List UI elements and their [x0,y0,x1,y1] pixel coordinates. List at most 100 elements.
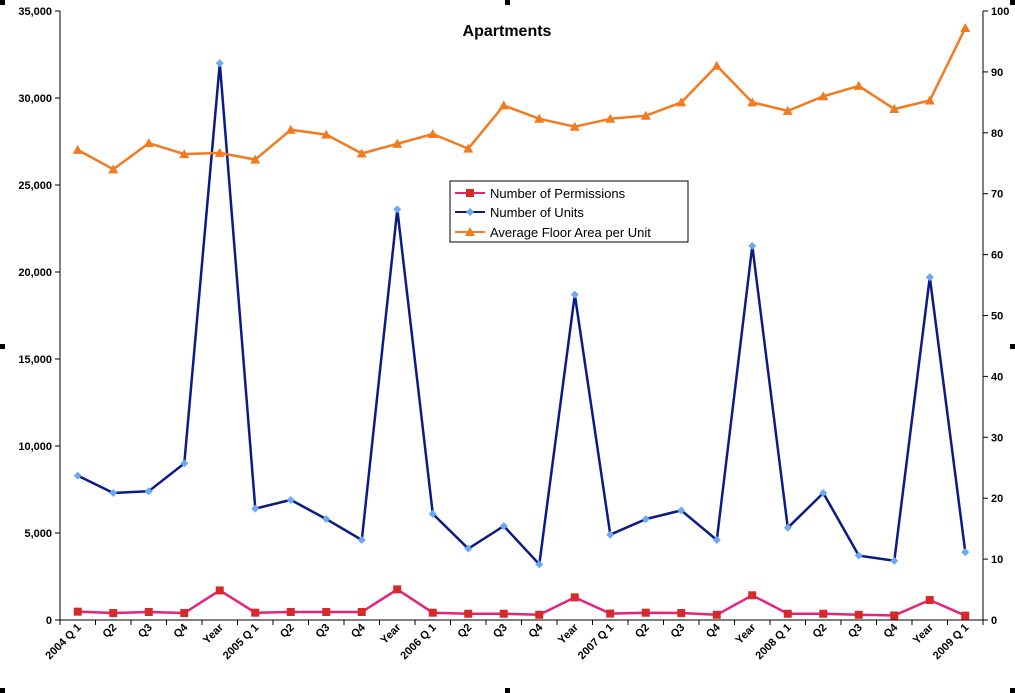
data-point-units [180,459,189,468]
data-point-permissions [570,593,579,602]
data-point-permissions [357,607,366,616]
data-point-units [73,471,82,480]
data-point-units [499,522,508,531]
x-tick-label: Q3 [136,622,155,641]
left-axis-ticks: 0 5,000 10,000 15,000 20,000 25,000 30,000 35,0… [18,6,60,627]
data-point-units [215,59,224,68]
data-point-units [712,535,721,544]
selection-handle-bottom-left[interactable] [0,688,5,693]
data-point-units [357,535,366,544]
x-tick-label: 2009 Q 1 [931,622,971,662]
x-tick-label: Q4 [527,621,546,640]
data-point-floor-area [924,95,935,105]
data-point-units [322,515,331,524]
data-point-floor-area [818,91,829,101]
data-point-permissions [215,586,224,595]
data-point-units [925,273,934,282]
x-tick-label: Q2 [101,622,120,641]
data-point-permissions [890,611,899,620]
x-tick-label: 2007 Q 1 [576,622,616,662]
selection-handle-top-right[interactable] [1010,0,1015,5]
data-point-floor-area [356,148,367,158]
legend-marker-floor-area [465,227,475,236]
right-tick-label: 80 [991,128,1003,140]
left-tick-label: 20,000 [18,267,52,279]
data-point-floor-area [640,110,651,120]
data-point-floor-area [427,129,438,139]
data-point-units [890,556,899,565]
x-tick-label: Q3 [846,622,865,641]
data-point-permissions [925,595,934,604]
data-point-permissions [748,591,757,600]
data-point-floor-area [534,113,545,123]
data-point-units [144,487,153,496]
right-tick-label: 0 [991,615,997,627]
data-point-units [748,241,757,250]
data-point-permissions [428,608,437,617]
data-point-permissions [180,609,189,618]
left-tick-label: 0 [46,615,52,627]
right-tick-label: 90 [991,67,1003,79]
data-point-floor-area [782,105,793,115]
legend-entry-floor-area: Average Floor Area per Unit [455,225,651,240]
x-tick-label: 2006 Q 1 [398,622,438,662]
data-point-floor-area [853,80,864,90]
data-point-floor-area [108,164,119,174]
x-tick-label: Year [556,621,581,646]
selection-handle-middle-left[interactable] [0,344,5,349]
data-point-floor-area [889,104,900,114]
data-point-floor-area [392,138,403,148]
data-point-permissions [499,609,508,618]
data-point-floor-area [498,100,509,110]
x-tick-label: Year [201,621,226,646]
x-tick-label: 2005 Q 1 [221,622,261,662]
x-tick-label: Q4 [882,621,901,640]
x-tick-label: Q3 [491,622,510,641]
x-tick-label: Q2 [811,622,830,641]
left-tick-label: 35,000 [18,6,52,18]
data-point-units [428,509,437,518]
chart-title: Apartments [463,23,552,40]
x-tick-label: Q4 [349,621,368,640]
x-tick-label: Year [378,621,403,646]
series-line-permissions [77,588,966,617]
left-tick-label: 25,000 [18,180,52,192]
data-point-permissions [606,609,615,618]
series-units [73,59,970,569]
legend-box [449,180,689,243]
data-point-permissions [535,610,544,619]
x-tick-label: 2004 Q 1 [43,622,83,662]
data-point-units [854,551,863,560]
series-permissions [73,585,970,620]
data-point-units [251,504,260,513]
right-tick-label: 100 [991,6,1009,18]
data-point-units [570,290,579,299]
series-floor-area [72,23,971,174]
selection-handle-top-center[interactable] [505,0,510,5]
data-point-units [393,205,402,214]
x-tick-label: Q3 [314,622,333,641]
data-point-units [109,488,118,497]
data-point-units [286,495,295,504]
x-tick-label: Q2 [456,622,475,641]
series-layer [72,23,971,620]
right-tick-label: 10 [991,554,1003,566]
legend-entry-units: Number of Units [455,205,584,220]
left-tick-label: 10,000 [18,441,52,453]
left-tick-label: 15,000 [18,354,52,366]
right-axis-ticks: 0 10 20 30 40 50 60 70 80 90 100 [983,6,1009,627]
data-point-units [819,488,828,497]
left-tick-label: 5,000 [24,528,52,540]
right-tick-label: 70 [991,189,1003,201]
data-point-units [961,548,970,557]
selection-handle-bottom-center[interactable] [505,688,510,693]
selection-handle-middle-right[interactable] [1010,344,1015,349]
x-tick-label: 2008 Q 1 [753,622,793,662]
selection-handle-top-left[interactable] [0,0,5,5]
right-tick-label: 30 [991,432,1003,444]
right-tick-label: 60 [991,250,1003,262]
data-point-permissions [393,585,402,594]
data-point-floor-area [321,129,332,139]
selection-handle-bottom-right[interactable] [1010,688,1015,693]
